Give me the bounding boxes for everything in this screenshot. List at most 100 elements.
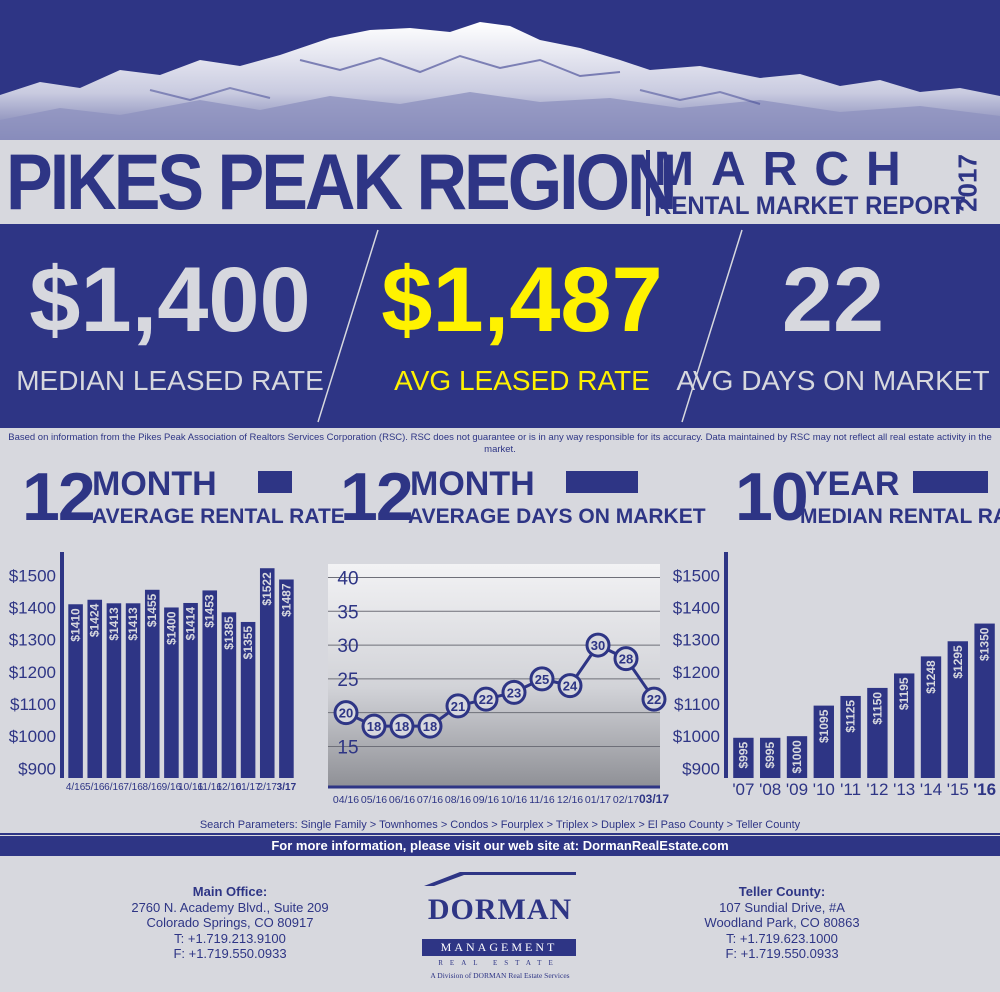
data-label: $1150	[870, 692, 884, 725]
x-tick-label: 10/16	[501, 794, 527, 806]
stats-band: $1,400 MEDIAN LEASED RATE $1,487 AVG LEA…	[0, 224, 1000, 428]
data-label: 22	[647, 692, 661, 707]
stats-dividers	[317, 229, 743, 423]
report-year: 2017	[943, 150, 993, 216]
main-office-heading: Main Office:	[192, 884, 268, 899]
x-tick-label: 08/16	[445, 794, 471, 806]
bar	[920, 656, 942, 778]
bar	[840, 695, 861, 778]
data-label: 24	[563, 679, 578, 694]
bar	[144, 589, 160, 778]
bar	[867, 687, 888, 778]
x-tick-label: '10	[813, 780, 835, 799]
chart-header-bar	[913, 471, 988, 493]
y-tick-label: 25	[337, 670, 358, 691]
chart-header-number: 10	[735, 459, 809, 535]
search-parameters: Search Parameters: Single Family > Townh…	[199, 819, 801, 831]
bar	[106, 603, 122, 778]
x-tick-label: '09	[786, 780, 808, 799]
bar	[974, 623, 995, 778]
data-label: 18	[367, 719, 381, 734]
data-label: $1248	[924, 660, 938, 694]
median-leased-rate-value: $1,400	[29, 249, 311, 351]
x-tick-label: 05/16	[361, 794, 387, 806]
report-month: MARCH	[654, 143, 918, 196]
data-label: $995	[736, 741, 750, 768]
plot-area	[328, 564, 660, 787]
x-tick-label: '15	[947, 780, 969, 799]
data-label: 20	[339, 706, 353, 721]
bar	[259, 568, 275, 778]
bar	[786, 736, 808, 778]
teller-office: Teller County: 107 Sundial Drive, #A Woo…	[632, 884, 932, 962]
chart-header-bottom: MEDIAN RENTAL RATE	[800, 505, 1000, 528]
x-tick-label: 07/16	[417, 794, 443, 806]
chart-header-top: MONTH	[410, 465, 535, 503]
y-tick-label: $1300	[673, 631, 720, 650]
bar	[894, 673, 915, 778]
y-tick-label: $1400	[673, 598, 720, 617]
y-tick-label: $1200	[9, 663, 56, 682]
y-tick-label: $1500	[673, 566, 720, 585]
chart-average-rental-rate: $900 $1000 $1100 $1200 $1300 $1400 $1500 $1410 4…	[9, 552, 297, 793]
report-subtitle: RENTAL MARKET REPORT	[654, 192, 966, 220]
x-tick-label: 12/16	[216, 782, 241, 793]
mountain-image	[0, 22, 1000, 140]
mountain-banner	[0, 0, 1000, 140]
y-tick-label: $900	[18, 759, 56, 778]
data-point	[529, 666, 555, 692]
data-label: $1522	[260, 572, 274, 606]
avg-leased-rate-label: AVG LEASED RATE	[394, 365, 650, 396]
data-point	[445, 693, 471, 719]
chart-header-bar	[258, 471, 292, 493]
chart-header-top: YEAR	[805, 465, 900, 503]
data-label: $1355	[241, 626, 255, 660]
bar	[164, 607, 179, 778]
y-tick-label: 40	[337, 569, 358, 590]
teller-office-phone: T: +1.719.623.1000	[726, 930, 838, 946]
data-label: 18	[395, 719, 409, 734]
data-label: $1414	[184, 607, 198, 641]
y-tick-label: $1400	[9, 598, 56, 617]
data-label: $1487	[279, 583, 293, 617]
chart-days-on-market: 1520253035402004/161805/161806/161807/16…	[328, 564, 669, 806]
data-point	[389, 713, 415, 739]
data-point	[557, 673, 583, 699]
y-tick-label: $1000	[9, 727, 56, 746]
x-tick-label: 12/16	[557, 794, 583, 806]
x-tick-label: 11/16	[198, 782, 223, 793]
main-office: Main Office: 2760 N. Academy Blvd., Suit…	[80, 884, 380, 962]
teller-office-heading: Teller County:	[738, 884, 826, 899]
logo-roof-icon	[424, 872, 576, 886]
y-tick-label: $1000	[673, 727, 720, 746]
main-office-line: Colorado Springs, CO 80917	[146, 915, 314, 930]
bar	[202, 590, 218, 778]
x-tick-label: '13	[893, 780, 915, 799]
data-point	[641, 686, 667, 712]
x-tick-label: 8/16	[143, 782, 163, 793]
bar	[733, 737, 754, 778]
disclaimer: Based on information from the Pikes Peak…	[8, 432, 992, 455]
bar	[813, 705, 834, 778]
data-point	[613, 646, 639, 672]
main-office-fax: F: +1.719.550.0933	[173, 946, 287, 961]
x-tick-label: 5/16	[85, 782, 105, 793]
y-tick-label: $1300	[9, 631, 56, 650]
avg-days-on-market-label: AVG DAYS ON MARKET	[676, 365, 990, 396]
data-label: $1453	[203, 594, 217, 628]
data-label: $1413	[126, 607, 140, 641]
data-point	[361, 713, 387, 739]
company-logo-division: A Division of DORMAN Real Estate Service…	[430, 971, 570, 980]
chart-header-top: MONTH	[92, 465, 217, 503]
data-label: $1400	[164, 611, 178, 645]
chart-header-bottom: AVERAGE DAYS ON MARKET	[408, 505, 706, 528]
bar	[279, 579, 294, 778]
bar	[125, 603, 141, 778]
data-label: 25	[535, 672, 549, 687]
company-logo-real-estate: REAL ESTATE	[438, 959, 560, 967]
x-tick-label: 10/16	[178, 782, 203, 793]
y-tick-label: $1200	[673, 663, 720, 682]
data-label: $1095	[817, 709, 831, 743]
company-logo-name: DORMAN	[427, 893, 573, 926]
